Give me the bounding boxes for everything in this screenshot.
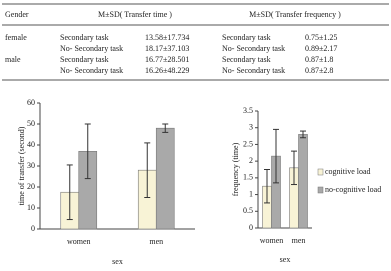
table-cell: No- Secondary task	[222, 44, 285, 53]
y-tick-label: 2.5	[243, 139, 253, 148]
y-tick-label: 20	[27, 182, 35, 191]
y-tick-label: 0	[31, 224, 35, 233]
x-axis-label: sex	[112, 257, 123, 266]
table-cell: No- Secondary task	[222, 66, 285, 75]
x-axis-label: sex	[280, 255, 291, 264]
x-tick-label: men	[149, 237, 163, 246]
table-cell: No- Secondary task	[60, 66, 123, 75]
table-header: M±SD( Transfer frequency )	[249, 10, 341, 19]
table-header: Gender	[5, 10, 29, 19]
table-cell: Secondary task	[222, 33, 271, 42]
x-tick-label: women	[260, 236, 284, 245]
legend-label: cognitive load	[325, 167, 371, 176]
y-tick-label: 1	[249, 189, 253, 198]
table-cell: 18.17±37.103	[145, 44, 189, 53]
x-tick-label: men	[292, 236, 306, 245]
y-axis-label: time of transfer (second)	[17, 126, 26, 205]
table-cell: 0.87±2.8	[305, 66, 333, 75]
y-tick-label: 2	[249, 156, 253, 165]
table-cell: female	[5, 33, 27, 42]
y-tick-label: 30	[27, 161, 35, 170]
table-cell: 16.77±28.501	[145, 55, 189, 64]
y-tick-label: 50	[27, 119, 35, 128]
table-cell: 13.58±17.734	[145, 33, 189, 42]
table-cell: 0.75±1.25	[305, 33, 337, 42]
table-cell: male	[5, 55, 21, 64]
table-cell: 0.89±2.17	[305, 44, 337, 53]
y-tick-label: 0	[249, 223, 253, 232]
table-cell: Secondary task	[222, 55, 271, 64]
bar	[155, 127, 175, 230]
y-tick-label: 40	[27, 140, 35, 149]
y-tick-label: 3	[249, 123, 253, 132]
y-tick-label: 10	[27, 203, 35, 212]
legend-label: no-cognitive load	[325, 185, 381, 194]
y-tick-label: 60	[27, 98, 35, 107]
y-tick-label: 1.5	[243, 173, 253, 182]
table-cell: No- Secondary task	[60, 44, 123, 53]
table-cell: 16.26±48.229	[145, 66, 189, 75]
y-axis-label: frequency (time)	[231, 142, 240, 196]
legend-swatch	[317, 168, 324, 176]
table-cell: 0.87±1.8	[305, 55, 333, 64]
y-tick-label: 3.5	[243, 106, 253, 115]
bar	[298, 134, 308, 229]
table-cell: Secondary task	[60, 33, 109, 42]
table-cell: Secondary task	[60, 55, 109, 64]
y-tick-label: 0.5	[243, 206, 253, 215]
legend-swatch	[317, 186, 324, 194]
table-header: M±SD( Transfer time )	[98, 10, 172, 19]
x-tick-label: women	[67, 237, 91, 246]
